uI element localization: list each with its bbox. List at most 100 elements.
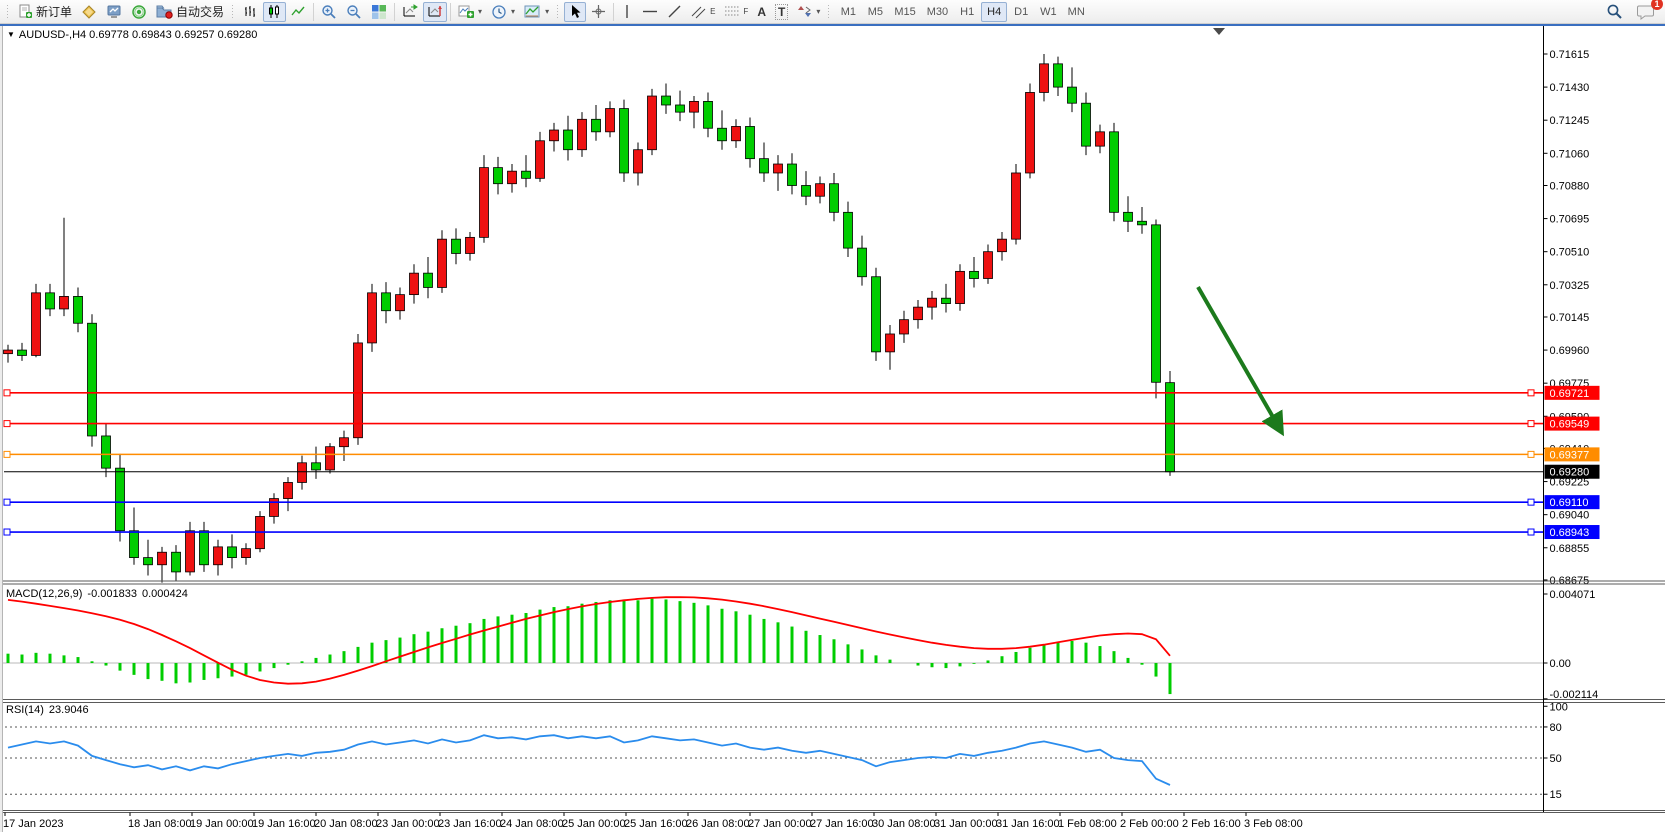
timeframe-button-h1[interactable]: H1 bbox=[954, 2, 980, 22]
tile-windows-button[interactable] bbox=[367, 2, 391, 22]
line-chart-button[interactable] bbox=[287, 2, 310, 22]
time-tick-label: 19 Jan 00:00 bbox=[190, 818, 254, 830]
timeframe-button-d1[interactable]: D1 bbox=[1008, 2, 1034, 22]
chat-notification-badge: 1 bbox=[1651, 0, 1663, 10]
zoom-out-button[interactable] bbox=[342, 2, 366, 22]
macd-signal-line bbox=[7, 596, 1171, 685]
line-handle[interactable] bbox=[3, 420, 11, 428]
text-tool-button[interactable]: A bbox=[753, 2, 770, 22]
auto-trading-button[interactable]: 自动交易 bbox=[152, 2, 228, 22]
crosshair-tool-button[interactable] bbox=[587, 2, 610, 22]
candle-body bbox=[143, 557, 153, 566]
chart-shift-marker-icon[interactable] bbox=[1213, 28, 1225, 35]
candle-body bbox=[689, 101, 699, 113]
chart-shift-button[interactable] bbox=[423, 1, 448, 22]
horizontal-line-object[interactable]: 0.69110 bbox=[3, 495, 1600, 510]
time-tick-label: 24 Jan 08:00 bbox=[500, 818, 564, 830]
macd-indicator-label: MACD(12,26,9) -0.001833 0.000424 bbox=[6, 588, 193, 600]
timeframe-button-h4[interactable]: H4 bbox=[981, 1, 1008, 22]
vertical-line-tool-button[interactable] bbox=[617, 2, 637, 22]
time-tick-label: 31 Jan 16:00 bbox=[996, 818, 1060, 830]
time-tick-label: 26 Jan 08:00 bbox=[686, 818, 750, 830]
time-tick-label: 27 Jan 00:00 bbox=[748, 818, 812, 830]
terminal-button[interactable] bbox=[102, 2, 126, 22]
timeframe-button-m5[interactable]: M5 bbox=[862, 2, 888, 22]
rsi-axis-label: 15 bbox=[1550, 789, 1562, 801]
horizontal-line-object[interactable]: 0.69377 bbox=[3, 447, 1600, 462]
candle-body bbox=[297, 462, 307, 483]
candle-body bbox=[339, 437, 349, 448]
timeframe-button-m1[interactable]: M1 bbox=[835, 2, 861, 22]
line-handle[interactable] bbox=[3, 528, 11, 536]
new-order-button[interactable]: 新订单 bbox=[14, 2, 76, 22]
line-handle[interactable] bbox=[1527, 528, 1535, 536]
candle-body bbox=[997, 238, 1007, 253]
horizontal-line-object[interactable]: 0.69549 bbox=[3, 416, 1600, 431]
horizontal-line-object[interactable]: 0.69721 bbox=[3, 385, 1600, 400]
time-tick-label: 2 Feb 16:00 bbox=[1182, 818, 1241, 830]
line-handle[interactable] bbox=[3, 498, 11, 506]
candle-body bbox=[829, 183, 839, 213]
line-handle[interactable] bbox=[1527, 498, 1535, 506]
time-tick-label: 17 Jan 2023 bbox=[3, 818, 64, 830]
trend-arrow-object[interactable] bbox=[1196, 286, 1284, 437]
zoom-in-button[interactable] bbox=[317, 2, 341, 22]
time-tick-label: 25 Jan 16:00 bbox=[624, 818, 688, 830]
terminal-icon bbox=[107, 5, 121, 18]
candle-body bbox=[1109, 131, 1119, 213]
line-handle[interactable] bbox=[1527, 450, 1535, 458]
price-line-badge bbox=[1544, 495, 1600, 510]
auto-scroll-button[interactable] bbox=[398, 2, 422, 22]
candle-body bbox=[759, 158, 769, 174]
templates-caret-icon: ▾ bbox=[545, 7, 550, 16]
channel-tool-button[interactable]: E bbox=[687, 2, 719, 22]
cursor-tool-button[interactable] bbox=[564, 1, 587, 22]
timeframe-button-m15[interactable]: M15 bbox=[889, 2, 920, 22]
market-button[interactable] bbox=[77, 2, 101, 22]
toolbar-grip bbox=[556, 3, 562, 20]
line-handle[interactable] bbox=[1527, 389, 1535, 397]
timeframe-button-m30[interactable]: M30 bbox=[922, 2, 953, 22]
arrows-tool-button[interactable]: ▾ bbox=[793, 2, 824, 22]
periods-button[interactable]: ▾ bbox=[487, 2, 519, 22]
candlestick-chart-button[interactable] bbox=[263, 1, 287, 22]
horizontal-line-object[interactable]: 0.68943 bbox=[3, 525, 1600, 540]
candle-body bbox=[507, 170, 517, 185]
candles bbox=[3, 54, 1175, 583]
line-handle[interactable] bbox=[1527, 420, 1535, 428]
search-button[interactable] bbox=[1602, 2, 1627, 22]
panel-separator[interactable] bbox=[0, 810, 1665, 813]
fibonacci-tool-button[interactable]: F bbox=[720, 2, 752, 22]
price-tick-label: 0.71245 bbox=[1550, 115, 1590, 127]
chart-menu-icon[interactable]: ▼ bbox=[7, 30, 15, 39]
candle-body bbox=[619, 108, 629, 174]
bar-chart-button[interactable] bbox=[239, 2, 262, 22]
price-tick-label: 0.68855 bbox=[1550, 543, 1590, 555]
auto-trading-icon bbox=[156, 5, 173, 19]
trendline-tool-button[interactable] bbox=[663, 2, 686, 22]
signals-button[interactable] bbox=[127, 2, 151, 22]
label-tool-button[interactable]: T bbox=[771, 2, 792, 22]
macd-axis-label: 0.004071 bbox=[1550, 589, 1596, 601]
candle-body bbox=[283, 482, 293, 499]
candle-body bbox=[437, 238, 447, 288]
macd-name: MACD(12,26,9) bbox=[6, 588, 83, 600]
chat-button[interactable]: 1 bbox=[1633, 0, 1663, 22]
templates-button[interactable]: ▾ bbox=[520, 2, 553, 22]
timeframe-button-mn[interactable]: MN bbox=[1063, 2, 1090, 22]
panel-separator[interactable] bbox=[0, 580, 1665, 585]
time-tick-label: 3 Feb 08:00 bbox=[1244, 818, 1303, 830]
line-handle[interactable] bbox=[3, 450, 11, 458]
panel-separator[interactable] bbox=[0, 699, 1665, 703]
candle-body bbox=[885, 333, 895, 353]
horizontal-line-tool-button[interactable] bbox=[638, 2, 662, 22]
price-tick-label: 0.70510 bbox=[1550, 247, 1590, 259]
indicators-button[interactable]: ▾ bbox=[454, 2, 486, 22]
candle-body bbox=[983, 251, 993, 279]
timeframe-button-w1[interactable]: W1 bbox=[1035, 2, 1062, 22]
line-handle[interactable] bbox=[3, 389, 11, 397]
candle-body bbox=[1053, 63, 1063, 88]
svg-text:0.69280: 0.69280 bbox=[1550, 467, 1590, 479]
